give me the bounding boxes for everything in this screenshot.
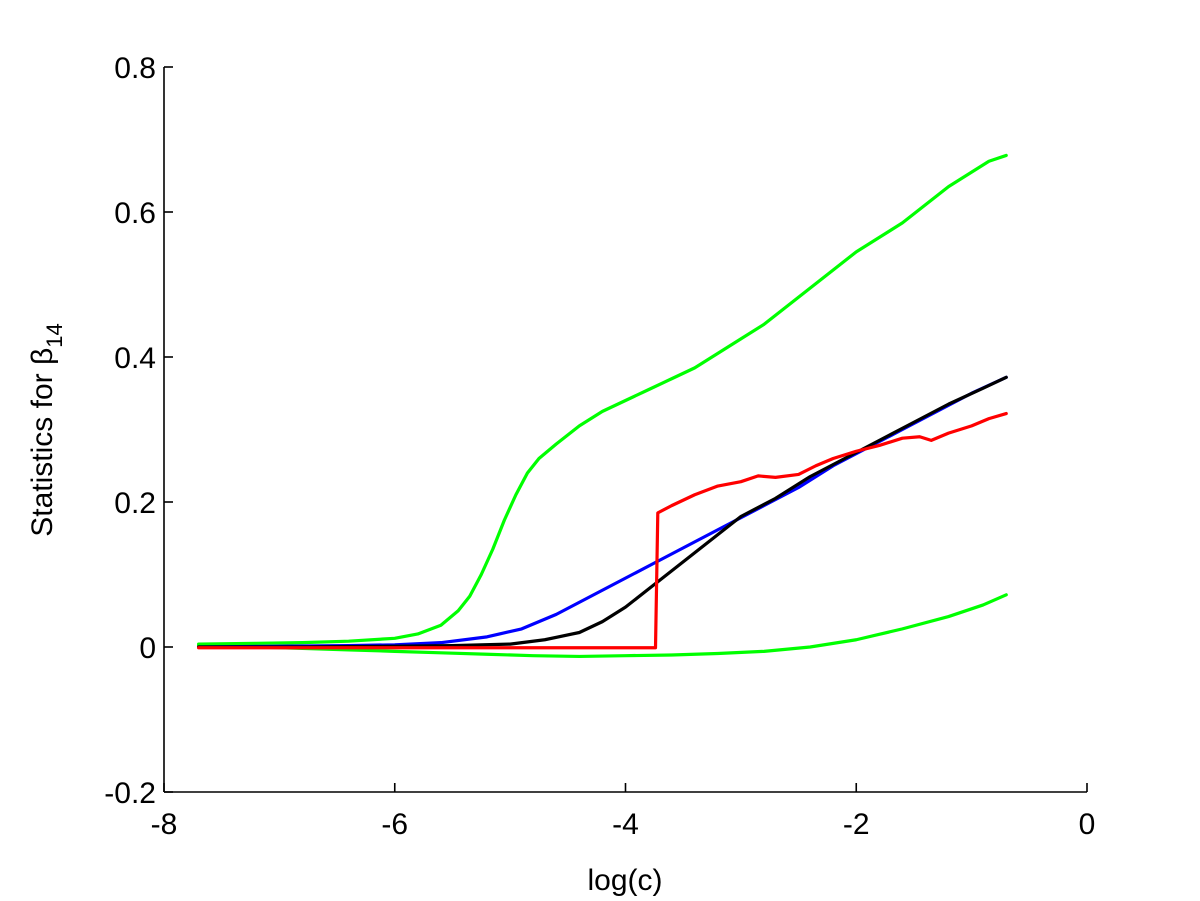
- axes-layer: -8 -6 -4 -2 0 -0.2 0 0.2 0.4 0.6 0.8: [104, 52, 1095, 841]
- y-axis-title-prefix: Statistics for: [26, 365, 59, 537]
- series-line-1: [197, 153, 1008, 646]
- y-tick-label: -0.2: [104, 777, 156, 810]
- y-tick-label: 0: [139, 632, 156, 665]
- x-tick-label: -2: [843, 808, 870, 841]
- labels-layer: log(c) Statistics for β14: [26, 323, 663, 897]
- x-tick-label: -6: [381, 808, 408, 841]
- y-tick-label: 0.6: [114, 197, 156, 230]
- x-tick-label: 0: [1079, 808, 1096, 841]
- series-line-3: [197, 375, 1008, 649]
- y-axis-title-subscript: 14: [42, 323, 67, 347]
- y-tick-label: 0.4: [114, 342, 156, 375]
- y-axis-title-symbol: β: [26, 348, 59, 365]
- series-line-5: [197, 411, 1008, 650]
- y-axis-title: Statistics for β14: [26, 323, 67, 536]
- series-layer: [197, 153, 1008, 659]
- x-tick-label: -4: [612, 808, 639, 841]
- series-line-2: [197, 593, 1008, 659]
- y-tick-label: 0.8: [114, 52, 156, 85]
- x-tick-label: -8: [151, 808, 178, 841]
- y-tick-label: 0.2: [114, 487, 156, 520]
- series-line-4: [197, 375, 1008, 649]
- x-axis-title: log(c): [587, 864, 662, 897]
